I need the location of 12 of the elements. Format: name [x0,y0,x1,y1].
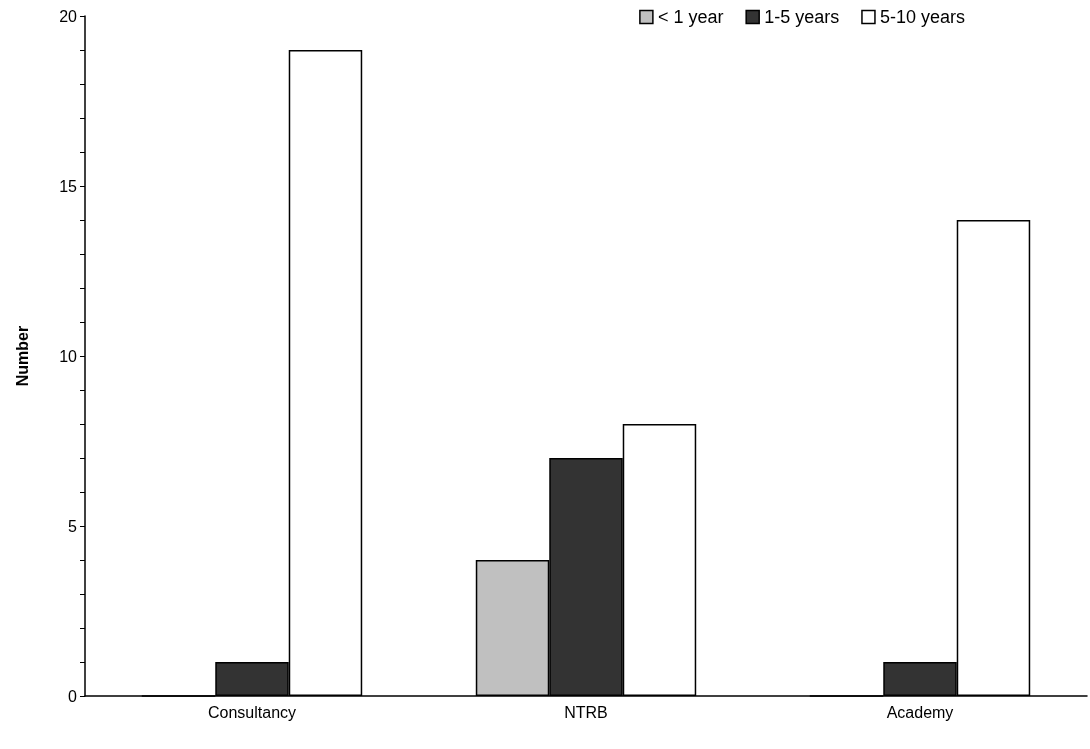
legend-label: < 1 year [657,7,724,27]
y-tick-label: 0 [68,687,78,705]
x-tick-label: Academy [886,703,954,721]
y-tick-label: 15 [59,177,78,195]
y-axis-title: Number [13,325,31,387]
legend-label: 5-10 years [879,7,965,27]
y-tick-label: 10 [59,347,78,365]
x-tick-label: NTRB [564,703,608,721]
legend-label: 1-5 years [764,7,840,27]
x-tick-label: Consultancy [207,703,297,721]
y-tick-label: 20 [59,7,78,25]
y-tick-label: 5 [68,517,78,535]
